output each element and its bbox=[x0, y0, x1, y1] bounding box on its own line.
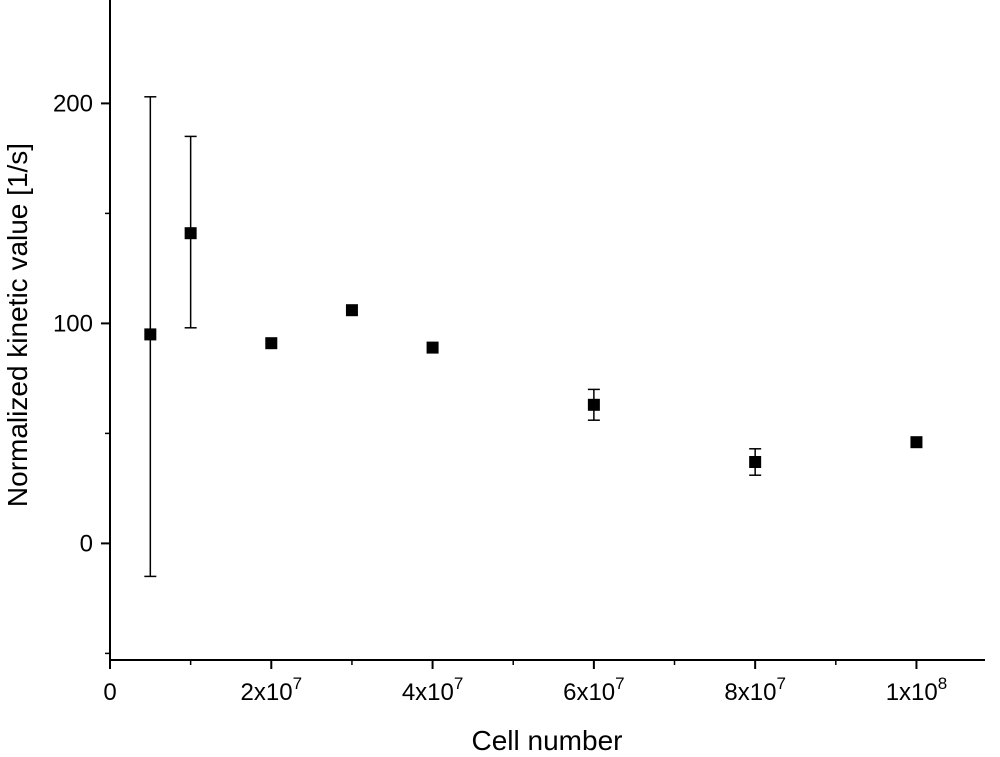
data-point-marker bbox=[144, 328, 157, 341]
data-point-marker bbox=[426, 341, 439, 354]
data-point-marker bbox=[749, 456, 762, 468]
x-tick-label: 2x107 bbox=[241, 674, 303, 706]
data-point-marker bbox=[587, 398, 600, 411]
data-point-marker bbox=[345, 304, 358, 317]
y-axis-title: Normalized kinetic value [1/s] bbox=[2, 143, 33, 507]
x-axis-title: Cell number bbox=[472, 725, 623, 756]
y-tick-label: 200 bbox=[53, 90, 93, 117]
x-tick-label: 1x108 bbox=[886, 674, 948, 706]
plot-area: 0 2x107 4x107 6x107 8x107 1x108 0 100 200 bbox=[53, 0, 985, 706]
x-tick-label: 6x107 bbox=[563, 674, 625, 706]
y-tick-label: 0 bbox=[80, 530, 93, 557]
data-point-marker bbox=[265, 337, 278, 350]
data-point-marker bbox=[184, 227, 197, 240]
y-tick-label: 100 bbox=[53, 310, 93, 337]
x-tick-label: 8x107 bbox=[724, 674, 786, 706]
x-tick-label: 4x107 bbox=[402, 674, 464, 706]
data-point-marker bbox=[910, 436, 923, 449]
x-tick-label: 0 bbox=[103, 679, 116, 706]
